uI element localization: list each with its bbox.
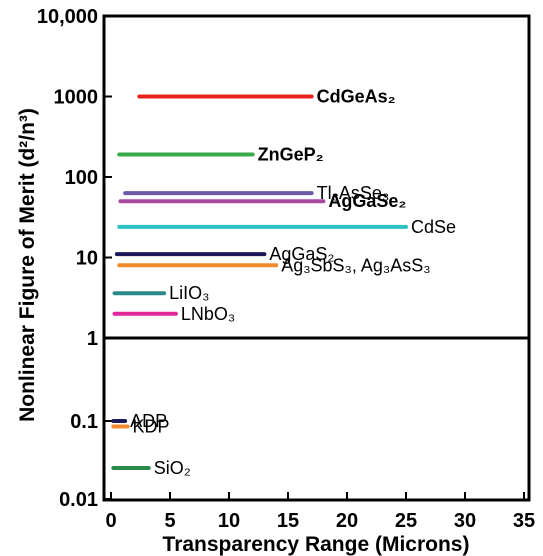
x-tick-label: 25 <box>395 510 417 532</box>
range-bar-label: Tl₃AsSe₃ <box>317 183 390 203</box>
range-bar-label: LiIO₃ <box>169 283 209 303</box>
range-bar-label: LNbO₃ <box>181 304 235 324</box>
tick-labels: 10,000 1000 100 10 1 0.1 0.01 0 5 10 15 20 25 30 35 <box>37 6 535 532</box>
x-tick-label: 35 <box>513 510 535 532</box>
x-tick-label: 5 <box>164 510 175 532</box>
y-axis-title: Nonlinear Figure of Merit (d²/n³) <box>16 108 39 422</box>
y-tick-label: 1000 <box>54 87 99 109</box>
range-bar-label: CdGeAs₂ <box>317 87 396 107</box>
x-tick-label: 10 <box>218 510 240 532</box>
y-tick-label: 10,000 <box>37 6 98 28</box>
y-tick-label: 1 <box>87 328 98 350</box>
y-tick-label: 0.01 <box>59 489 98 511</box>
series-bars <box>111 94 408 470</box>
x-tick-label: 15 <box>277 510 299 532</box>
range-bar-label: CdSe <box>411 217 456 237</box>
y-tick-label: 100 <box>65 167 98 189</box>
x-axis-title: Transparency Range (Microns) <box>163 533 470 556</box>
y-tick-label: 10 <box>76 248 98 270</box>
range-bar-label: AgGaS₂ <box>269 244 334 264</box>
x-tick-label: 0 <box>105 510 116 532</box>
x-tick-label: 30 <box>454 510 476 532</box>
range-bar-label: KDP <box>133 417 170 437</box>
tick-marks <box>104 15 525 500</box>
range-bar-label: Ag₃SbS₃, Ag₃AsS₃ <box>281 255 430 275</box>
range-bar-label: ZnGeP₂ <box>258 145 324 165</box>
range-bar-label: ADP <box>130 411 167 431</box>
y-tick-label: 0.1 <box>70 411 98 433</box>
x-tick-label: 20 <box>336 510 358 532</box>
range-bar-label: AgGaSe₂ <box>328 191 406 211</box>
range-bar-label: SiO₂ <box>154 458 191 478</box>
